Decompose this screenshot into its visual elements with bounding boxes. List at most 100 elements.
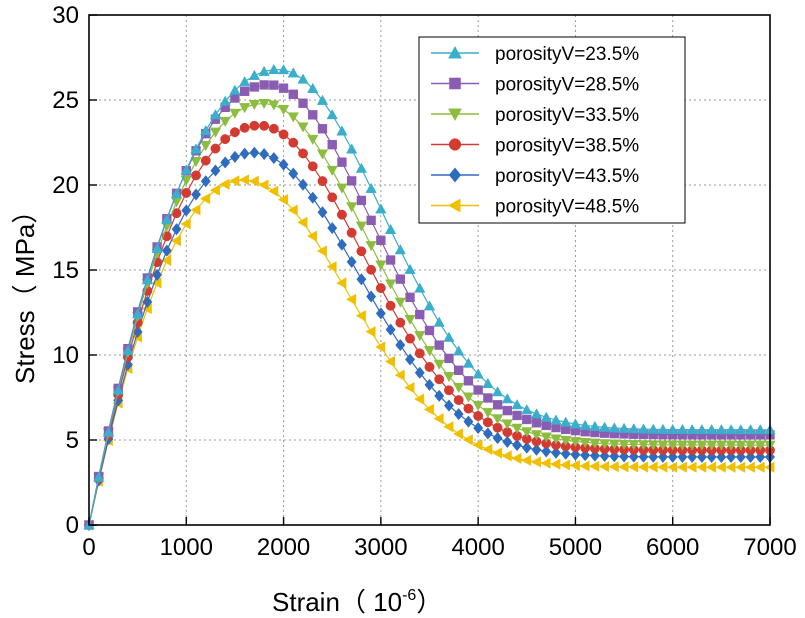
series-porosityV=33.5%	[83, 98, 776, 531]
data-point	[297, 122, 309, 133]
data-point	[316, 94, 329, 105]
data-point	[433, 359, 445, 370]
data-point	[180, 218, 191, 230]
data-point	[453, 408, 464, 421]
x-axis-label: Strain（ 10-6）	[272, 587, 442, 617]
data-point	[258, 98, 270, 110]
data-point	[735, 461, 746, 473]
data-point	[307, 161, 318, 172]
data-point	[482, 443, 493, 455]
data-point	[550, 434, 562, 445]
data-point	[482, 427, 493, 440]
data-point	[530, 408, 543, 419]
data-point	[462, 434, 473, 446]
data-point	[161, 244, 172, 257]
data-point	[579, 437, 591, 449]
data-point	[297, 216, 308, 229]
data-point	[453, 345, 465, 356]
data-point	[502, 435, 513, 449]
data-point	[180, 175, 192, 186]
data-point	[501, 393, 513, 404]
data-point	[501, 419, 513, 430]
data-point	[181, 187, 192, 198]
legend-entry: porosityV=43.5%	[431, 166, 639, 187]
data-point	[522, 414, 532, 425]
data-point	[161, 254, 172, 267]
data-point	[657, 440, 669, 451]
data-point	[356, 195, 367, 206]
data-point	[521, 441, 532, 454]
data-point	[384, 279, 397, 290]
data-point	[229, 127, 240, 138]
data-point	[356, 273, 367, 286]
data-point	[287, 204, 298, 216]
legend-box	[418, 36, 686, 224]
data-point	[540, 457, 551, 469]
data-point	[405, 353, 416, 366]
data-point	[472, 400, 484, 412]
data-point	[327, 221, 338, 235]
x-tick-label: 0	[82, 534, 95, 561]
series-porosityV=23.5%	[83, 63, 776, 530]
data-point	[667, 423, 679, 434]
data-point	[209, 184, 220, 196]
data-point	[560, 447, 571, 460]
data-point	[443, 331, 455, 342]
data-point	[229, 84, 241, 95]
data-point	[239, 86, 250, 96]
data-point	[715, 461, 726, 473]
data-point	[589, 420, 601, 431]
x-tick-label: 7000	[743, 534, 796, 561]
data-point	[132, 308, 144, 319]
x-tick-label: 2000	[257, 534, 310, 561]
legend-label: porosityV=38.5%	[495, 136, 639, 157]
data-point	[628, 461, 639, 473]
axis-ticks	[88, 14, 771, 526]
data-point	[122, 345, 134, 356]
data-point	[647, 440, 659, 451]
legend-label: porosityV=33.5%	[495, 105, 639, 126]
data-point	[287, 67, 299, 78]
x-axis-label-exponent: -6	[402, 587, 416, 604]
data-point	[230, 93, 240, 103]
data-point	[511, 452, 522, 465]
data-point	[648, 450, 659, 463]
data-point	[238, 174, 250, 186]
data-point	[579, 419, 591, 430]
data-point	[298, 148, 308, 159]
data-point	[608, 439, 620, 450]
data-point	[346, 255, 357, 269]
data-point	[521, 404, 533, 415]
data-point	[618, 422, 630, 433]
data-point	[336, 238, 347, 251]
data-point	[288, 167, 299, 180]
data-point	[434, 374, 445, 385]
data-point	[307, 82, 319, 93]
data-point	[491, 447, 503, 459]
data-point	[443, 421, 454, 433]
data-point	[657, 461, 668, 473]
data-point	[200, 124, 212, 136]
data-point	[540, 432, 552, 443]
data-point	[102, 426, 115, 437]
data-point	[355, 162, 368, 173]
data-point	[210, 143, 221, 154]
data-point	[618, 439, 630, 451]
data-point	[705, 461, 717, 473]
data-point	[433, 413, 444, 425]
x-axis-label-main: Strain	[272, 587, 340, 617]
data-point	[200, 193, 211, 205]
data-point	[521, 454, 532, 466]
data-point	[687, 450, 698, 464]
data-point	[482, 408, 494, 419]
data-point	[345, 293, 357, 306]
data-point	[657, 423, 669, 434]
data-point	[755, 450, 766, 464]
data-point	[667, 440, 679, 451]
data-point	[472, 439, 483, 451]
data-point	[647, 423, 659, 434]
data-point	[191, 188, 202, 201]
data-point	[336, 277, 347, 289]
data-point	[423, 346, 436, 357]
data-point	[686, 423, 698, 435]
